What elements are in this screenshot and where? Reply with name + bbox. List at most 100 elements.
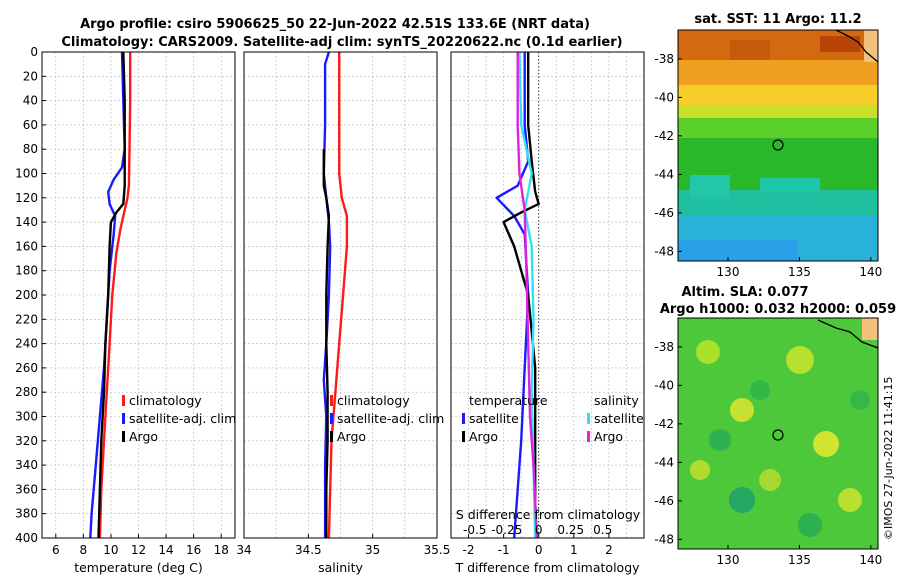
legend-label: climatology [129, 393, 202, 408]
y-tick-label: 140 [15, 215, 38, 229]
x-tick-label: 34 [236, 543, 251, 557]
map-x-tick-label: 130 [717, 553, 740, 567]
legend-label: satellite [594, 411, 644, 426]
s-axis-label: S difference from climatology [456, 507, 641, 522]
x-tick-label: 14 [158, 543, 173, 557]
legend-label: satellite [469, 411, 519, 426]
s-tick-label: 0.5 [593, 523, 612, 537]
series-line-salinity-argo [516, 52, 539, 538]
map-y-tick-label: -48 [654, 244, 674, 258]
sla-map-argo-marker [772, 429, 784, 441]
y-tick-label: 0 [30, 45, 38, 59]
map-y-tick-label: -38 [654, 52, 674, 66]
sla-map-subtitle: Argo h1000: 0.032 h2000: 0.059 [660, 302, 896, 317]
map-y-tick-label: -42 [654, 129, 674, 143]
x-tick-label: 18 [214, 543, 229, 557]
x-tick-label: 16 [186, 543, 201, 557]
series-line-temperature-argo [502, 52, 540, 538]
legend-swatch [122, 413, 125, 424]
y-tick-label: 60 [23, 118, 38, 132]
s-tick-label: 0.25 [557, 523, 584, 537]
axes-frame [450, 51, 645, 539]
sla-map-field [678, 318, 878, 549]
legend-swatch [122, 431, 125, 442]
y-tick-label: 100 [15, 167, 38, 181]
map-x-tick-label: 135 [788, 553, 811, 567]
map-y-tick-label: -40 [654, 378, 674, 392]
map-y-tick-label: -38 [654, 340, 674, 354]
legend-swatch [330, 395, 333, 406]
y-tick-label: 40 [23, 94, 38, 108]
salinity-profile: 34 34.5 35 35.5 salinity climatology satellite… [236, 51, 451, 575]
sst-map-title: sat. SST: 11 Argo: 11.2 [694, 12, 861, 27]
y-tick-label: 20 [23, 69, 38, 83]
legend-label: satellite-adj. clim [337, 411, 444, 426]
x-tick-label: 8 [80, 543, 88, 557]
x-axis-label: temperature (deg C) [74, 560, 203, 575]
x-tick-label: 34.5 [295, 543, 322, 557]
legend-label: Argo [337, 429, 366, 444]
series-line-satellite-adj-clim [89, 52, 126, 538]
legend-swatch [330, 413, 333, 424]
legend-swatch [330, 431, 333, 442]
y-tick-label: 380 [15, 507, 38, 521]
y-tick-label: 80 [23, 142, 38, 156]
legend-label: climatology [337, 393, 410, 408]
map-y-tick-label: -44 [654, 167, 674, 181]
title-line-1: Argo profile: csiro 5906625_50 22-Jun-20… [80, 17, 590, 32]
sla-map-title: Altim. SLA: 0.077 [682, 285, 809, 300]
sst-map-argo-marker [772, 139, 784, 151]
x-tick-label: 35.5 [424, 543, 451, 557]
s-tick-label: -0.25 [491, 523, 522, 537]
legend-swatch [587, 413, 590, 424]
series-line-climatology [327, 52, 349, 538]
x-axis-label: salinity [318, 560, 363, 575]
series-line-climatology [98, 52, 132, 538]
series-line-argo [322, 149, 331, 538]
map-y-tick-label: -46 [654, 206, 674, 220]
sst-map-axes: 130 135 140 -38 -40 -42 -44 -46 -48 [654, 52, 882, 279]
legend-title-salinity: salinity [594, 393, 639, 408]
legend-label: Argo [469, 429, 498, 444]
map-x-tick-label: 130 [717, 265, 740, 279]
series-line-argo [97, 52, 126, 538]
s-tick-label: 0 [535, 523, 543, 537]
map-y-tick-label: -48 [654, 532, 674, 546]
sst-map-field [678, 30, 878, 261]
x-tick-label: 6 [52, 543, 60, 557]
y-tick-label: 340 [15, 458, 38, 472]
difference-profile: -2 -1 0 1 2 T difference from climatology temp… [450, 51, 645, 575]
legend-swatch [462, 413, 465, 424]
x-tick-label: 12 [131, 543, 146, 557]
legend-label: Argo [594, 429, 623, 444]
title-line-2: Climatology: CARS2009. Satellite-adj cli… [61, 35, 622, 50]
legend-label: Argo [129, 429, 158, 444]
map-y-tick-label: -46 [654, 494, 674, 508]
x-tick-label: -2 [463, 543, 475, 557]
y-tick-label: 180 [15, 264, 38, 278]
axes-frame [243, 51, 438, 539]
legend-title-temperature: temperature [469, 393, 548, 408]
series-line-satellite-adj-clim [322, 52, 332, 538]
x-tick-label: 2 [605, 543, 613, 557]
map-x-tick-label: 135 [788, 265, 811, 279]
x-tick-label: -1 [498, 543, 510, 557]
y-tick-label: 320 [15, 434, 38, 448]
legend-swatch [122, 395, 125, 406]
map-x-tick-label: 140 [859, 265, 882, 279]
y-tick-label: 220 [15, 312, 38, 326]
map-y-tick-label: -44 [654, 455, 674, 469]
y-tick-label: 360 [15, 482, 38, 496]
legend-label: satellite-adj. clim [129, 411, 236, 426]
credit-text: ©IMOS 27-Jun-2022 11:41:15 [882, 376, 895, 540]
x-tick-label: 0 [535, 543, 543, 557]
sla-map-axes: 130 135 140 -38 -40 -42 -44 -46 -48 [654, 340, 882, 567]
map-y-tick-label: -42 [654, 417, 674, 431]
map-y-tick-label: -40 [654, 90, 674, 104]
temperature-profile: 6 8 10 12 14 16 18 temperature (deg C) 0 20 40 60 80… [15, 45, 236, 575]
legend-swatch [462, 431, 465, 442]
x-tick-label: 1 [570, 543, 578, 557]
y-tick-label: 160 [15, 239, 38, 253]
y-tick-label: 240 [15, 337, 38, 351]
